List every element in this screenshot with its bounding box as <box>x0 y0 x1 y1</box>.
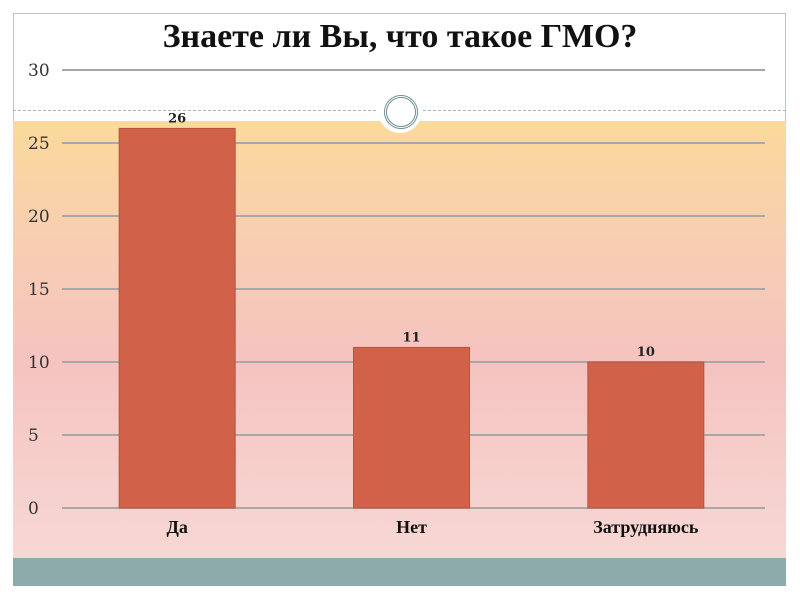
y-tick-label: 15 <box>28 280 50 300</box>
x-tick-label: Да <box>166 517 187 537</box>
y-tick-label: 5 <box>28 426 39 446</box>
y-tick-label: 20 <box>28 207 50 227</box>
data-label: 26 <box>168 111 186 126</box>
bar-2 <box>587 361 705 509</box>
bar-1 <box>353 346 470 509</box>
y-tick-label: 0 <box>28 499 39 519</box>
circle-ornament-icon <box>378 89 422 133</box>
slide-footer-bar <box>13 558 786 586</box>
y-tick-label: 10 <box>28 353 50 373</box>
data-label: 10 <box>637 345 655 360</box>
x-tick-label: Затрудняюсь <box>593 517 699 537</box>
y-tick-label: 30 <box>28 61 50 81</box>
chart-title: Знаете ли Вы, что такое ГМО? <box>162 18 638 55</box>
y-tick-label: 25 <box>28 134 50 154</box>
bar-0 <box>118 127 236 509</box>
data-label: 11 <box>402 330 420 345</box>
x-tick-label: Нет <box>396 517 427 537</box>
